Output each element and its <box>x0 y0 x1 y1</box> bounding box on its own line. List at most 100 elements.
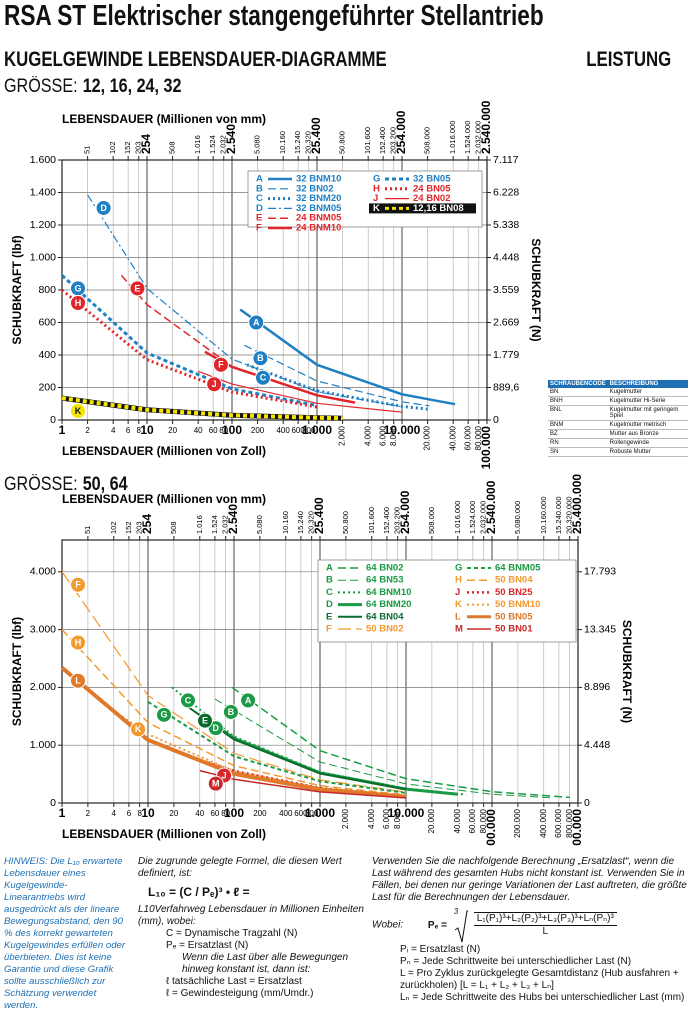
curve-badge-letter: G <box>160 710 167 720</box>
x2-tick-label: 5.080 <box>255 515 264 534</box>
x-tick-label: 2 <box>85 426 90 435</box>
curve-badge-letter: B <box>228 707 235 717</box>
legend-label: 64 BN02 <box>366 563 404 574</box>
legend-label: 24 BNM10 <box>296 223 341 234</box>
curve-badge-letter: C <box>185 695 192 705</box>
table-cell: BN <box>548 388 608 397</box>
denominator: L <box>542 926 549 937</box>
x-tick-label: 1.000 <box>302 423 332 437</box>
x-tick-label: 600.000 <box>554 808 563 837</box>
legend-label: 32 BN05 <box>413 174 451 185</box>
curve-badge <box>70 634 86 651</box>
definition: Pₙ = Jede Schrittweite bei unterschiedli… <box>400 956 632 967</box>
x2-tick-label: 1.016 <box>195 515 204 534</box>
y2-tick-label: 889,6 <box>493 381 519 393</box>
x-tick-label: 40 <box>194 426 203 435</box>
table-row: BNL Kugelmutter mit geringem Spiel <box>548 405 688 421</box>
legend-letter: E <box>256 213 262 224</box>
curve <box>87 194 403 408</box>
x2-tick-label: 2.540.000 <box>479 100 493 154</box>
y2-tick-label: 4.448 <box>584 739 610 751</box>
x2-tick-label: 1.524.000 <box>463 121 472 154</box>
x2-tick-label: 5.080 <box>253 135 262 154</box>
y2-tick-label: 1.779 <box>493 349 519 361</box>
x-tick-label: 6 <box>126 426 131 435</box>
definition: L = Pro Zyklus zurückgelegte Gesamtdista… <box>400 968 679 991</box>
x-tick-label: 2.000 <box>338 425 347 446</box>
curve-badge-letter: F <box>75 580 81 590</box>
curve-badge <box>248 314 265 331</box>
x-tick-label: 20 <box>168 426 177 435</box>
x2-tick-label: 152.400 <box>378 127 387 154</box>
text: Verwenden Sie die nachfolgende Berechnun… <box>372 856 687 903</box>
size-prefix: GRÖSSE: <box>4 76 78 97</box>
formula: L₁₀ = (C / Pₑ)³ • ℓ = <box>148 885 250 899</box>
legend-letter: K <box>373 203 380 214</box>
y2-tick-label: 2.669 <box>493 316 519 328</box>
x2-tick-label: 203 <box>134 141 143 154</box>
curve-badge-letter: C <box>260 373 267 383</box>
x2-tick-label: 254 <box>139 134 153 154</box>
x2-tick-label: 1.016.000 <box>448 121 457 154</box>
table-cell: BNH <box>548 396 608 406</box>
y-tick-label: 200 <box>38 381 56 393</box>
table-cell: Kugelmutter metrisch <box>607 420 688 430</box>
x-tick-label: 80 <box>221 809 230 818</box>
x-tick-label: 800 <box>305 809 319 818</box>
curve-badge <box>207 775 224 792</box>
page-title: RSA ST Elektrischer stangengeführter Ste… <box>4 0 544 32</box>
x2-tick-label: 10.160.000 <box>539 496 548 534</box>
x2-axis-title: LEBENSDAUER (Millionen von mm) <box>62 112 266 126</box>
y-tick-label: 1.200 <box>30 219 56 231</box>
curve-badge-letter: J <box>222 770 227 780</box>
x-tick-label: 60 <box>209 426 218 435</box>
size-values: 12, 16, 24, 32 <box>82 76 182 97</box>
table-header: BESCHREIBUNG <box>607 380 688 388</box>
legend-letter: C <box>326 587 333 598</box>
radical-sign <box>454 910 468 943</box>
x-tick-label: 40.000 <box>448 425 457 450</box>
x-tick-label: 10 <box>140 423 154 437</box>
x2-tick-label: 50.800 <box>341 511 350 534</box>
x2-tick-label: 508.000 <box>423 127 432 154</box>
curve-badge <box>240 692 257 709</box>
legend-letter: D <box>256 203 263 214</box>
curve-badge-letter: L <box>75 676 81 686</box>
x2-tick-label: 20.320 <box>307 511 316 534</box>
curve-badge <box>254 369 271 386</box>
x-tick-label: 60.000 <box>468 808 477 833</box>
x-tick-label: 80.000 <box>479 808 488 833</box>
legend-label: 32 BNM20 <box>296 193 341 204</box>
x-tick-label: 400.000 <box>539 808 548 837</box>
y2-tick-label: 8.896 <box>584 681 610 693</box>
plot-frame <box>61 539 579 804</box>
definition: Lₙ = Jede Schrittweite des Hubs bei unte… <box>400 992 685 1003</box>
radical: 3 L₁(P₁)³+L₂(P₂)³+L₃(P₃)³+Lₙ(Pₙ)³ L <box>454 907 617 943</box>
x-tick-label: 8 <box>137 426 142 435</box>
legend-letter: H <box>455 575 462 586</box>
curve <box>61 288 318 409</box>
curve-badge-letter: M <box>212 779 220 789</box>
curve-badge-letter: F <box>218 360 224 370</box>
curve-badge-letter: A <box>245 695 252 705</box>
x-tick-label: 200.000 <box>513 808 522 837</box>
y2-tick-label: 5.338 <box>493 219 519 231</box>
y2-tick-label: 13.345 <box>584 623 616 635</box>
fraction: L₁(P₁)³+L₂(P₂)³+L₃(P₃)³+Lₙ(Pₙ)³ L <box>473 912 617 938</box>
x-tick-label: 60.000 <box>463 425 472 450</box>
x-axis-title: LEBENSDAUER (Millionen von Zoll) <box>62 827 266 841</box>
x-tick-label: 80.000 <box>474 425 483 450</box>
curve-badge <box>206 376 223 393</box>
table-header: SCHRAUBENCODE <box>548 380 608 388</box>
x-tick-label: 20.000 <box>423 425 432 450</box>
x2-tick-label: 15.240 <box>293 131 302 154</box>
legend-letter: J <box>373 193 378 204</box>
legend-letter: J <box>455 587 460 598</box>
curve <box>147 700 407 794</box>
y2-axis-title: SCHUBKRAFT (N) <box>620 620 634 723</box>
legend-letter: H <box>373 183 380 194</box>
curve <box>61 629 407 796</box>
curve-badge-letter: K <box>135 724 142 734</box>
legend-letter: L <box>455 611 461 622</box>
x-tick-label: 8 <box>137 809 142 818</box>
